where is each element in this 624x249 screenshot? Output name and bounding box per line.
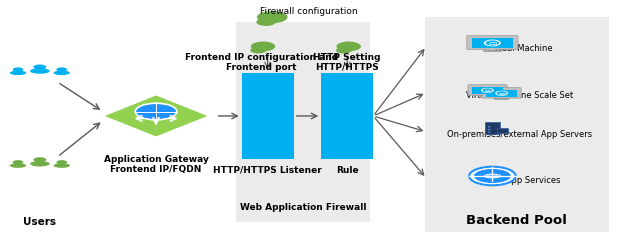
Circle shape (474, 168, 512, 184)
FancyBboxPatch shape (467, 36, 518, 49)
Circle shape (486, 40, 499, 46)
Circle shape (487, 126, 490, 127)
Circle shape (469, 167, 515, 185)
Text: Firewall configuration: Firewall configuration (260, 6, 358, 15)
Ellipse shape (10, 71, 26, 75)
FancyBboxPatch shape (472, 87, 503, 94)
Text: On-premises/external App Servers: On-premises/external App Servers (447, 130, 592, 139)
Ellipse shape (54, 163, 70, 168)
FancyBboxPatch shape (468, 85, 507, 95)
Circle shape (56, 67, 67, 72)
FancyBboxPatch shape (486, 90, 517, 97)
Text: Rule: Rule (336, 166, 358, 175)
Circle shape (56, 160, 67, 164)
Text: HTTP/HTTPS Listener: HTTP/HTTPS Listener (213, 166, 322, 175)
FancyBboxPatch shape (485, 95, 490, 96)
FancyBboxPatch shape (425, 17, 608, 232)
Circle shape (336, 42, 361, 51)
Circle shape (256, 18, 276, 26)
Circle shape (251, 42, 275, 51)
Text: Virtual Machine Scale Set: Virtual Machine Scale Set (466, 91, 573, 100)
Circle shape (135, 103, 177, 120)
Ellipse shape (30, 68, 50, 74)
Circle shape (12, 160, 23, 164)
FancyBboxPatch shape (499, 98, 504, 99)
FancyBboxPatch shape (489, 49, 495, 51)
Text: Web Application Firewall: Web Application Firewall (240, 203, 366, 212)
Ellipse shape (54, 71, 70, 75)
Circle shape (481, 88, 494, 93)
Text: Frontend IP configuration and
Frontend port: Frontend IP configuration and Frontend p… (185, 53, 338, 72)
Circle shape (250, 47, 266, 54)
Text: Azure App Services: Azure App Services (479, 176, 561, 185)
Circle shape (257, 11, 288, 23)
Text: Application Gateway
Frontend IP/FQDN: Application Gateway Frontend IP/FQDN (104, 155, 208, 174)
Polygon shape (101, 94, 211, 138)
Circle shape (484, 40, 501, 46)
Circle shape (482, 88, 492, 92)
Circle shape (34, 157, 46, 162)
Circle shape (495, 91, 508, 96)
Ellipse shape (10, 163, 26, 168)
FancyBboxPatch shape (321, 73, 373, 159)
FancyBboxPatch shape (236, 22, 370, 222)
Text: HTTP Setting
HTTP/HTTPS: HTTP Setting HTTP/HTTPS (313, 53, 381, 72)
Circle shape (497, 91, 507, 95)
Text: Users: Users (23, 217, 56, 227)
Circle shape (34, 64, 46, 70)
Circle shape (12, 67, 23, 72)
FancyBboxPatch shape (482, 88, 521, 98)
FancyBboxPatch shape (485, 122, 500, 134)
Circle shape (487, 131, 490, 133)
Ellipse shape (30, 161, 50, 167)
FancyBboxPatch shape (241, 73, 294, 159)
FancyBboxPatch shape (472, 38, 513, 48)
Text: Backend Pool: Backend Pool (466, 214, 567, 227)
Circle shape (336, 47, 352, 54)
Circle shape (487, 129, 490, 130)
FancyBboxPatch shape (497, 128, 509, 133)
Text: Virtual Machine: Virtual Machine (487, 44, 553, 53)
